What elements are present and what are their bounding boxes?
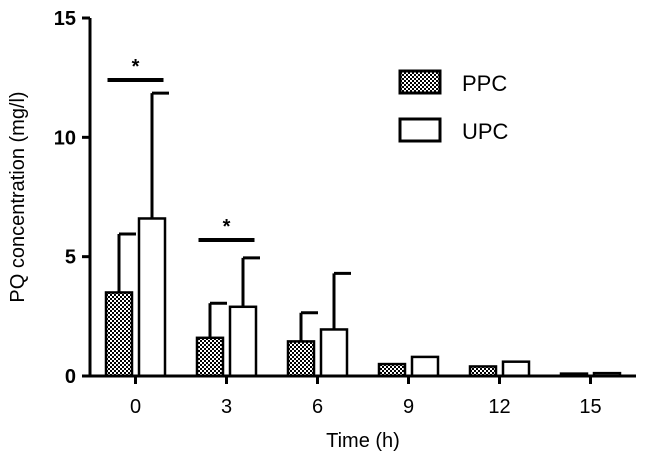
y-axis-title: PQ concentration (mg/l) [7, 91, 29, 302]
legend-swatch-upc [398, 117, 442, 143]
bar-upc [410, 355, 440, 378]
bar-upc [501, 360, 531, 378]
legend: PPC UPC [398, 69, 509, 144]
y-tick-label: 5 [65, 247, 76, 269]
legend-swatch-ppc [398, 69, 442, 95]
x-tick-label: 0 [130, 396, 141, 418]
significance-label: * [132, 56, 140, 78]
legend-label: UPC [462, 119, 509, 144]
x-tick-label: 9 [403, 396, 414, 418]
bar-ppc [377, 362, 407, 378]
y-tick-label: 0 [65, 366, 76, 388]
x-axis-title: Time (h) [326, 430, 400, 452]
x-tick-label: 15 [579, 396, 601, 418]
y-tick-label: 15 [54, 8, 76, 30]
bar-upc [137, 217, 167, 378]
bar-upc [228, 305, 258, 378]
significance-label: * [223, 216, 231, 238]
bar-upc [319, 328, 349, 378]
legend-label: PPC [462, 71, 507, 96]
x-tick-label: 3 [221, 396, 232, 418]
x-tick-label: 12 [488, 396, 510, 418]
bar-ppc [104, 291, 134, 378]
bar-ppc [195, 336, 225, 378]
x-tick-label: 6 [312, 396, 323, 418]
y-tick-label: 10 [54, 127, 76, 149]
bar-ppc [286, 340, 316, 378]
